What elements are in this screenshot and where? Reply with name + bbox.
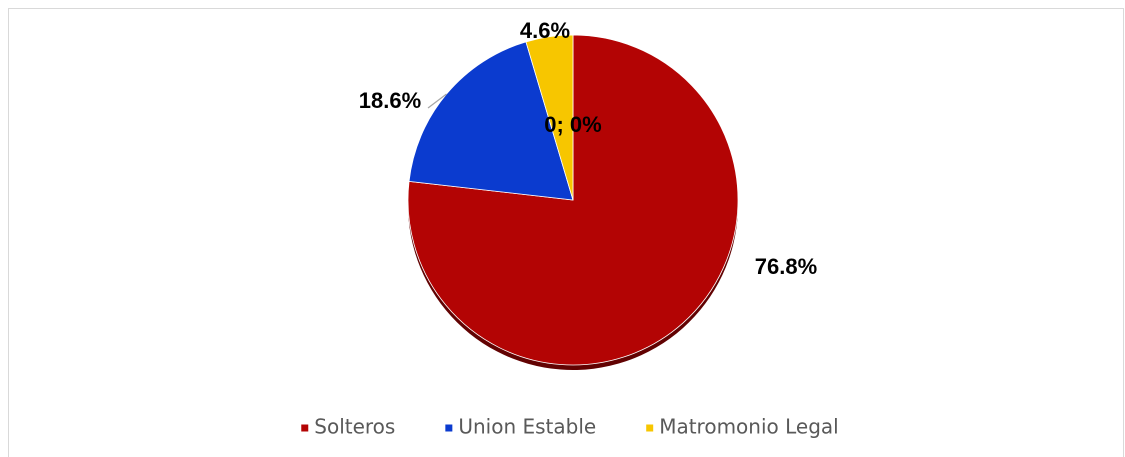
pie-slice bbox=[407, 34, 739, 366]
legend-marker bbox=[445, 424, 453, 432]
data-label: 18.6% bbox=[359, 88, 421, 113]
legend-item: Matromonio Legal bbox=[646, 415, 839, 439]
leader-line bbox=[427, 93, 447, 109]
legend-item: Solteros bbox=[301, 415, 395, 439]
legend-item: Union Estable bbox=[445, 415, 596, 439]
data-label: 0; 0% bbox=[544, 112, 601, 137]
data-label: 76.8% bbox=[755, 254, 817, 279]
legend-marker bbox=[301, 424, 309, 432]
data-label: 4.6% bbox=[520, 18, 570, 43]
legend-marker bbox=[646, 424, 654, 432]
legend-label: Solteros bbox=[314, 415, 395, 439]
pie-slice bbox=[408, 41, 574, 201]
legend-label: Union Estable bbox=[458, 415, 596, 439]
pie-slice bbox=[525, 34, 574, 201]
legend-label: Matromonio Legal bbox=[659, 415, 839, 439]
